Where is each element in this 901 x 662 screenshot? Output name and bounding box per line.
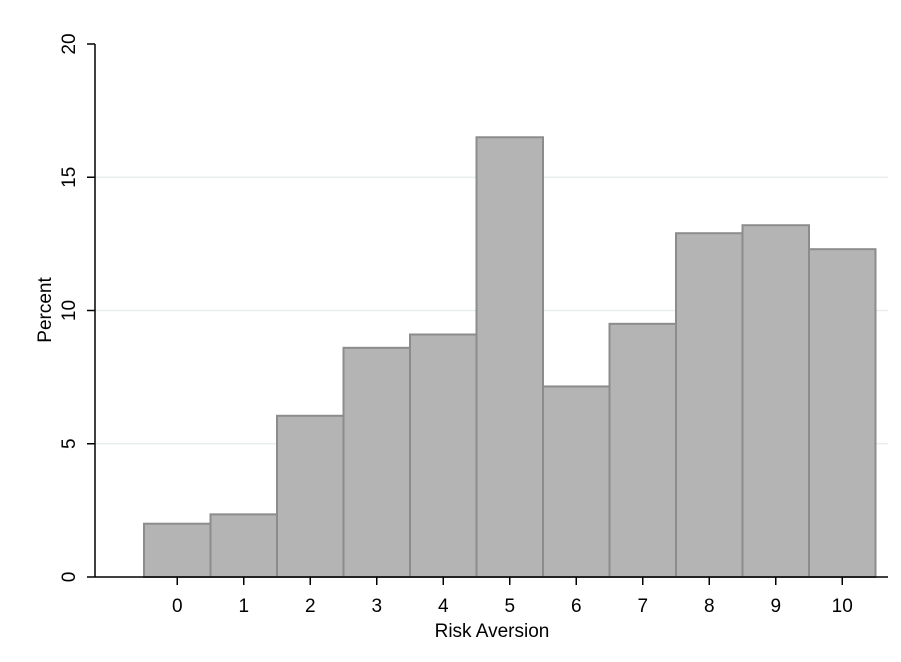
bar xyxy=(808,248,877,579)
x-tick-label: 9 xyxy=(770,596,781,617)
bar xyxy=(542,385,611,579)
y-ticks: 0 5 10 15 20 xyxy=(59,33,95,582)
bar xyxy=(209,513,278,578)
bar xyxy=(475,136,544,578)
x-tick-label: 3 xyxy=(371,596,382,617)
x-axis-title: Risk Aversion xyxy=(435,621,550,642)
x-tick-label: 0 xyxy=(172,596,183,617)
y-tick-label: 15 xyxy=(59,167,80,188)
y-axis-title: Percent xyxy=(35,277,56,343)
x-tick-label: 10 xyxy=(832,596,853,617)
x-tick-label: 2 xyxy=(305,596,316,617)
x-ticks: 0 1 2 3 4 5 6 7 8 9 10 xyxy=(172,577,853,617)
y-tick-label: 10 xyxy=(59,300,80,321)
x-tick-label: 6 xyxy=(571,596,582,617)
bar xyxy=(675,232,744,578)
bar xyxy=(741,224,810,578)
bar xyxy=(409,333,478,578)
bar xyxy=(143,522,212,579)
x-tick-label: 1 xyxy=(238,596,249,617)
bar xyxy=(342,346,411,578)
x-tick-label: 5 xyxy=(504,596,515,617)
y-tick-label: 5 xyxy=(59,438,80,449)
bars xyxy=(143,136,877,579)
bar xyxy=(276,414,345,578)
x-tick-label: 8 xyxy=(704,596,715,617)
y-tick-label: 0 xyxy=(59,572,80,583)
y-tick-label: 20 xyxy=(59,33,80,54)
bar xyxy=(608,322,677,579)
x-tick-label: 7 xyxy=(637,596,648,617)
x-tick-label: 4 xyxy=(438,596,449,617)
